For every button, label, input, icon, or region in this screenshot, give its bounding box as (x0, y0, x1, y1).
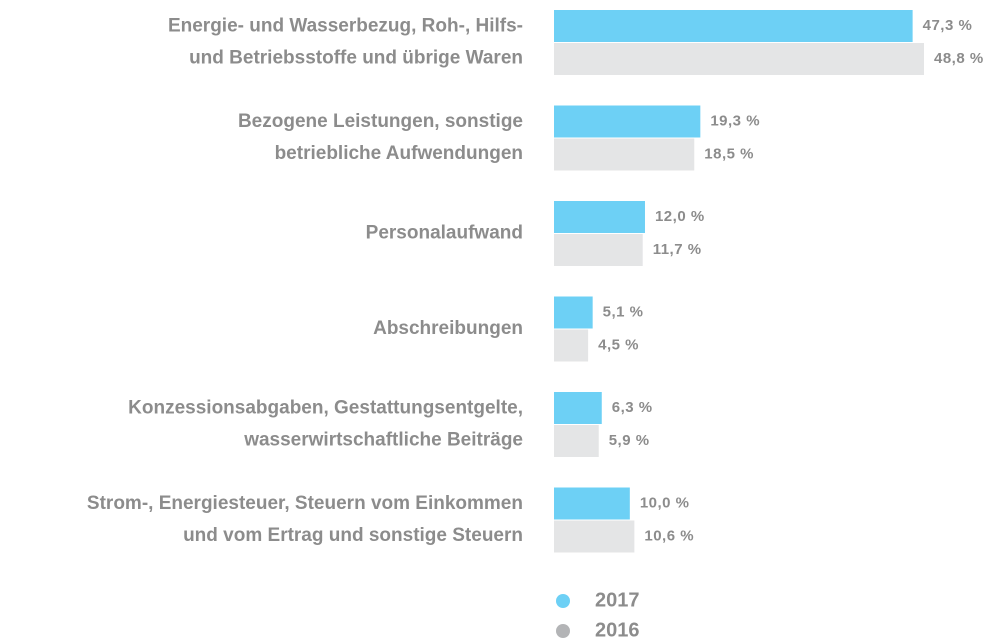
value-label: 6,3 % (612, 399, 653, 416)
value-label: 12,0 % (655, 208, 705, 225)
bar (554, 329, 589, 362)
bar (554, 234, 643, 266)
bar (554, 201, 645, 233)
bar (554, 10, 913, 42)
category-label: und vom Ertrag und sonstige Steuern (183, 525, 523, 546)
bar (554, 296, 593, 329)
category-label: Konzessionsabgaben, Gestattungsentgelte, (128, 398, 523, 419)
bar (554, 425, 599, 457)
value-label: 11,7 % (653, 241, 702, 258)
value-label: 48,8 % (934, 50, 984, 67)
category-label: Personalaufwand (366, 223, 523, 244)
legend-marker (556, 594, 570, 608)
legend-marker (556, 624, 570, 638)
bar (554, 43, 924, 75)
value-label: 5,9 % (609, 432, 650, 449)
category-label: Energie- und Wasserbezug, Roh-, Hilfs- (168, 16, 523, 37)
value-label: 19,3 % (710, 112, 760, 129)
bar (554, 138, 695, 171)
category-label: betriebliche Aufwendungen (275, 143, 523, 164)
category-label: Bezogene Leistungen, sonstige (238, 111, 523, 132)
legend-label: 2016 (595, 619, 640, 641)
category-label: wasserwirtschaftliche Beiträge (243, 430, 523, 451)
legend-label: 2017 (595, 589, 640, 611)
value-label: 5,1 % (603, 303, 644, 320)
category-label: Strom-, Energiesteuer, Steuern vom Einko… (87, 493, 523, 514)
bar (554, 520, 635, 553)
value-label: 10,6 % (644, 527, 694, 544)
category-label: Abschreibungen (373, 318, 523, 339)
value-label: 10,0 % (640, 494, 690, 511)
bar (554, 487, 630, 520)
value-label: 18,5 % (704, 145, 754, 162)
value-label: 47,3 % (923, 17, 973, 34)
bar (554, 392, 602, 424)
value-label: 4,5 % (598, 336, 639, 353)
bar (554, 105, 701, 138)
category-label: und Betriebsstoffe und übrige Waren (189, 48, 523, 69)
